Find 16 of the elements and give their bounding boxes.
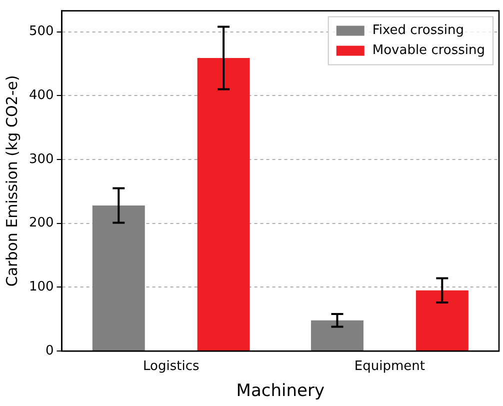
x-axis-title: Machinery [236,381,325,402]
bar [197,58,250,350]
bar [311,320,364,350]
y-tick-label: 100 [28,280,54,295]
legend-label: Fixed crossing [372,23,464,38]
y-tick-label: 0 [46,343,54,358]
y-tick-label: 400 [28,88,54,104]
y-tick-label: 200 [28,216,54,231]
legend-label: Movable crossing [372,43,486,58]
bar [416,290,468,350]
y-axis-title: Carbon Emission (kg CO2-e) [2,75,21,287]
bar [92,205,145,350]
y-tick-label: 500 [28,24,54,40]
y-tick-label: 300 [28,152,54,167]
x-tick-label: Logistics [142,359,200,374]
x-tick-label: Equipment [354,359,425,374]
